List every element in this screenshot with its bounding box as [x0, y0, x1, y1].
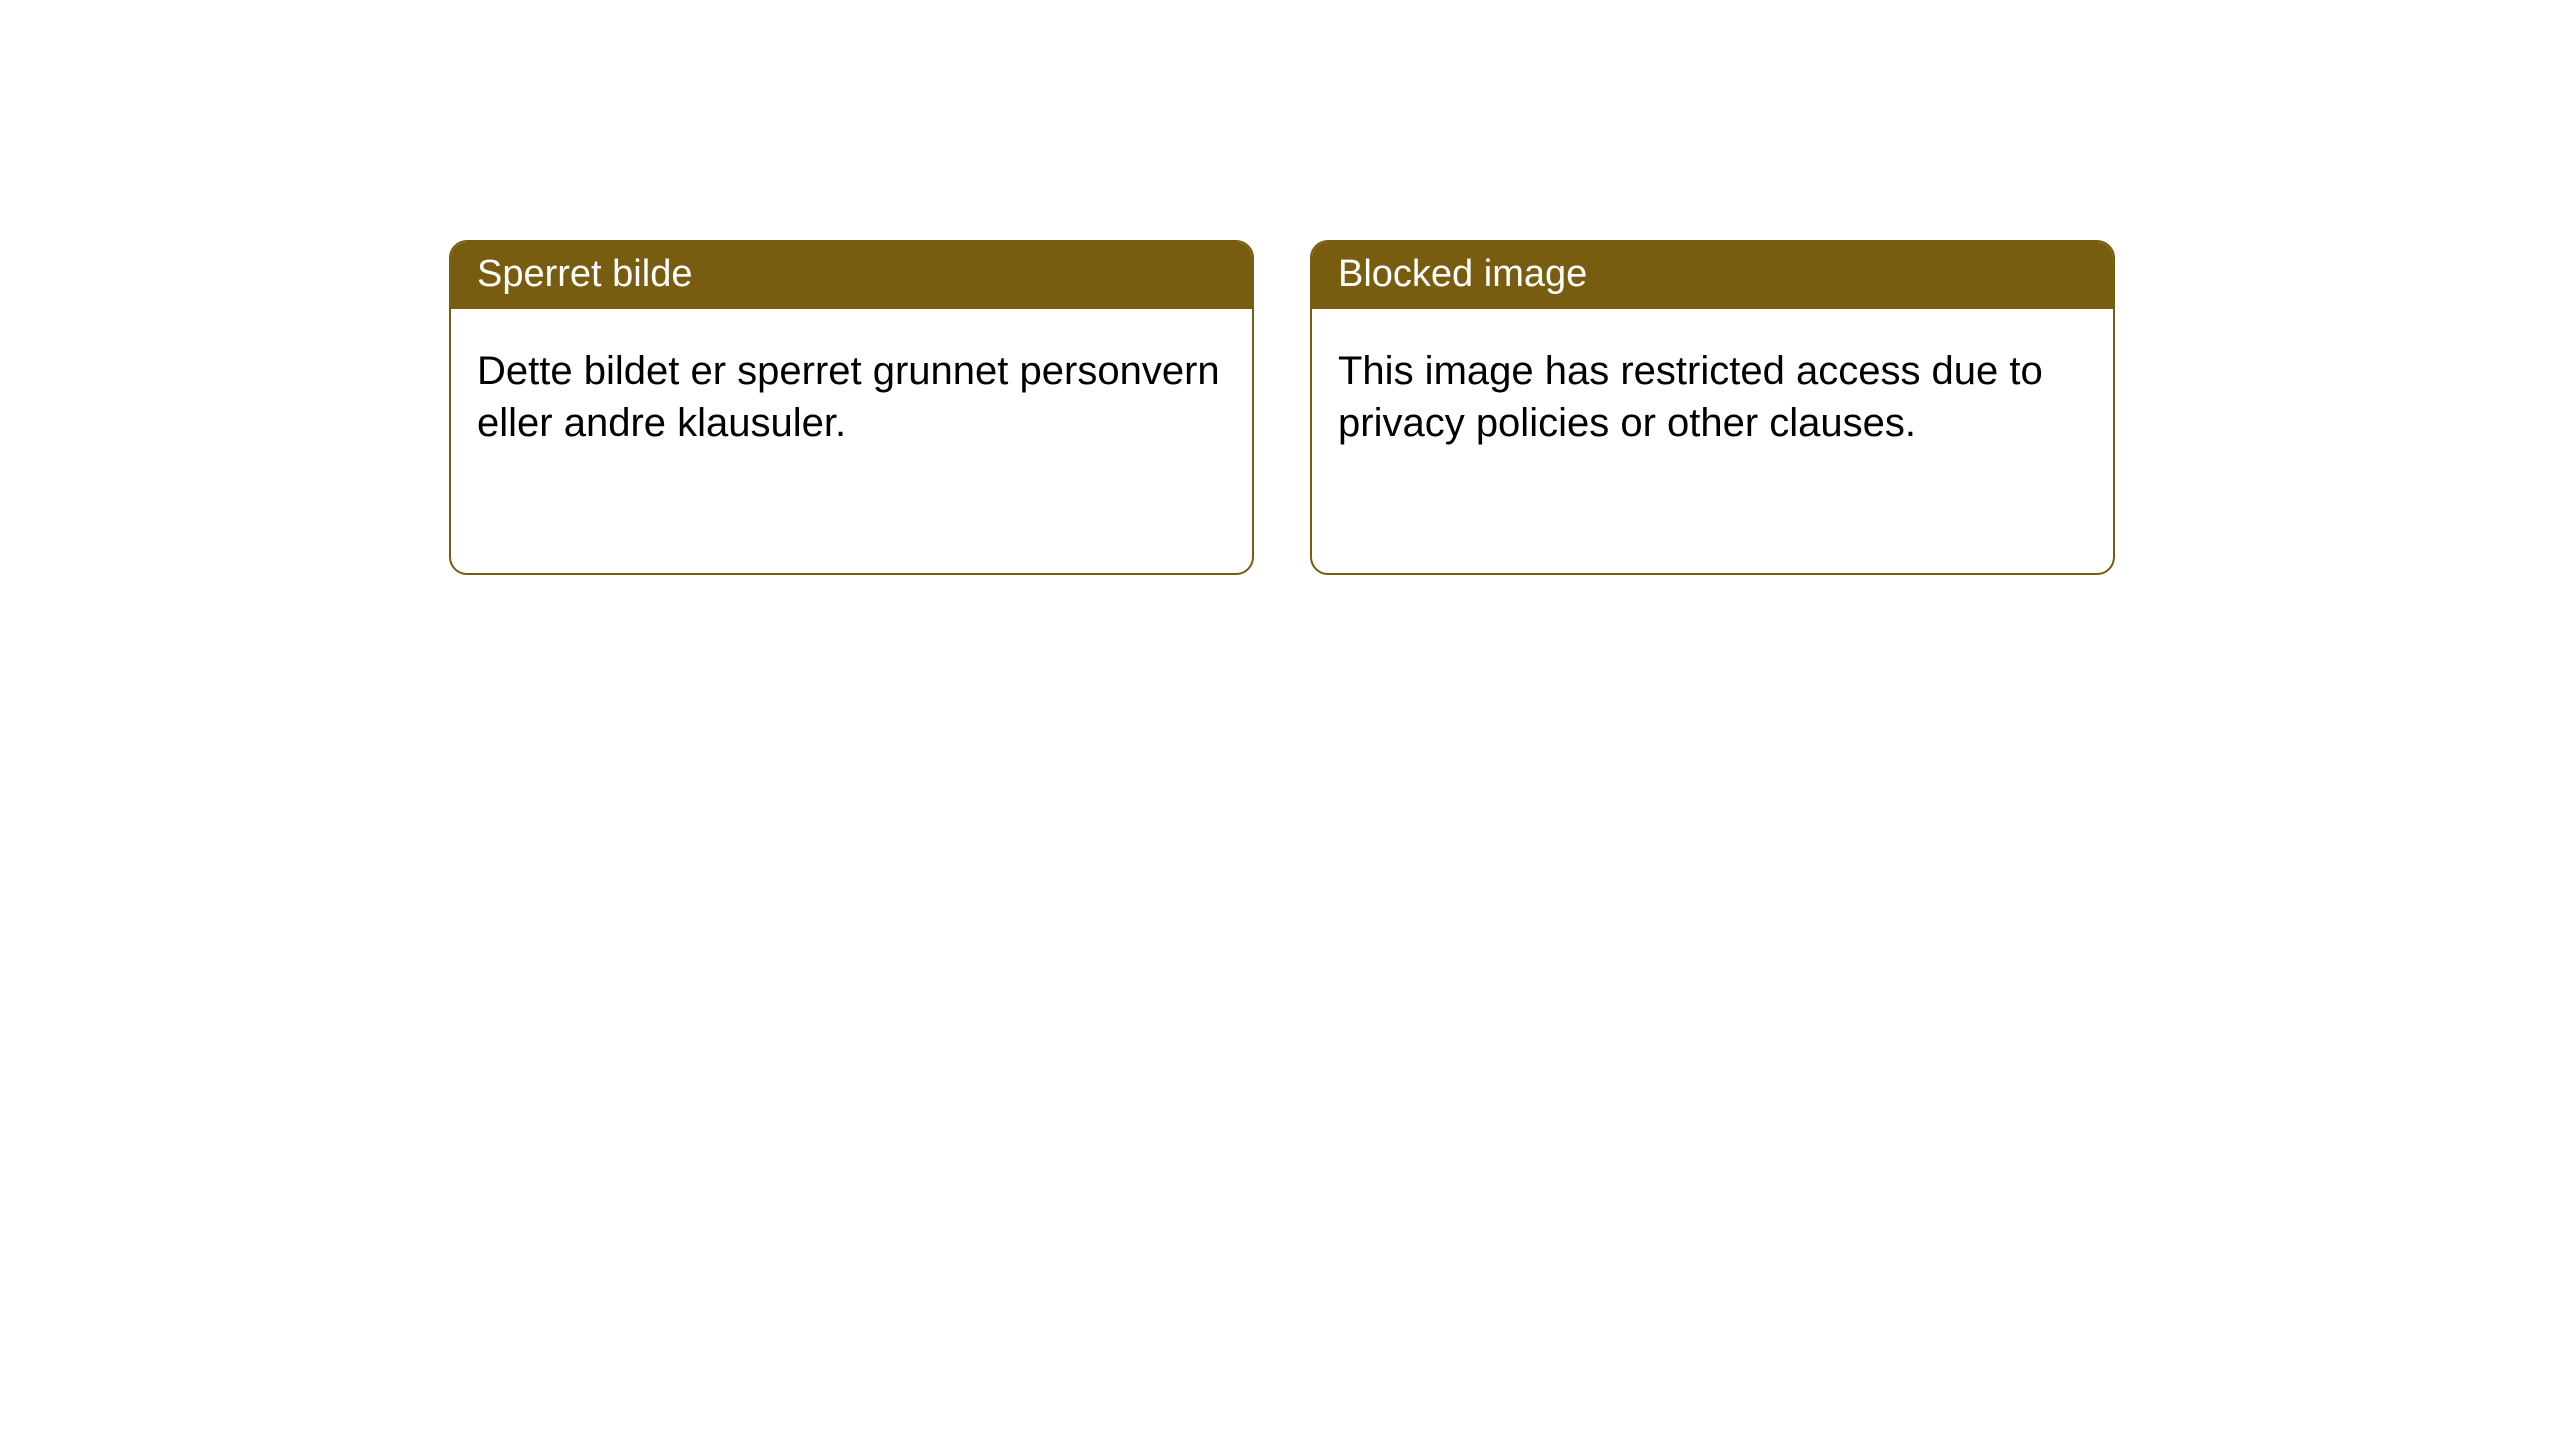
- card-body: Dette bildet er sperret grunnet personve…: [451, 309, 1252, 485]
- blocked-image-card-english: Blocked image This image has restricted …: [1310, 240, 2115, 575]
- blocked-image-card-norwegian: Sperret bilde Dette bildet er sperret gr…: [449, 240, 1254, 575]
- card-body: This image has restricted access due to …: [1312, 309, 2113, 485]
- card-title: Blocked image: [1312, 242, 2113, 309]
- cards-container: Sperret bilde Dette bildet er sperret gr…: [0, 0, 2560, 575]
- card-title: Sperret bilde: [451, 242, 1252, 309]
